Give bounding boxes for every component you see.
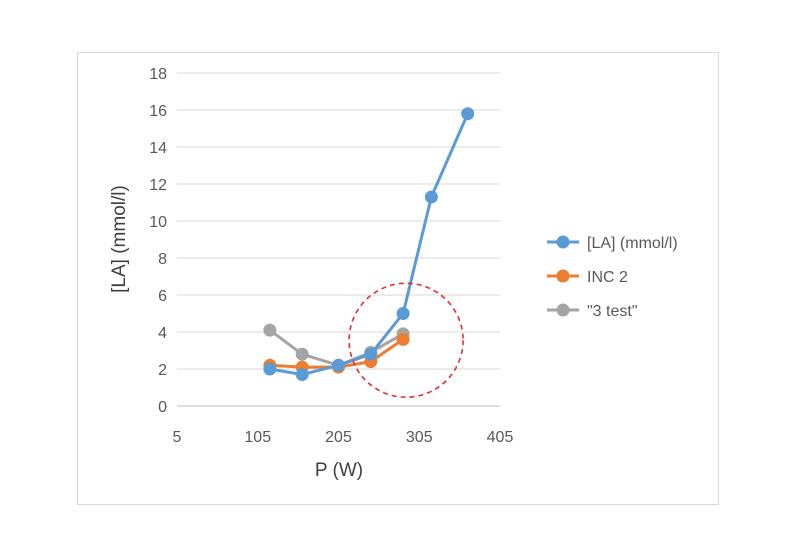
x-tick-label: 405 — [487, 429, 514, 446]
y-axis-label: [LA] (mmol/l) — [109, 185, 130, 293]
legend-marker — [556, 269, 570, 283]
x-tick-label: 5 — [173, 429, 182, 446]
x-axis-label: P (W) — [315, 460, 363, 481]
chart-frame — [77, 52, 719, 505]
y-tick-label: 2 — [158, 362, 167, 379]
x-tick-label: 205 — [325, 429, 352, 446]
data-point-0 — [396, 307, 410, 320]
series-layer — [263, 107, 475, 382]
y-tick-label: 14 — [149, 140, 167, 157]
data-point-0 — [332, 358, 345, 372]
legend-marker — [556, 235, 570, 249]
y-tick-label: 10 — [149, 214, 167, 231]
data-point-0 — [364, 347, 378, 361]
data-point-2 — [263, 323, 277, 337]
legend-marker — [556, 303, 570, 317]
data-point-1 — [396, 332, 410, 346]
data-point-2 — [295, 347, 309, 361]
legend: [LA] (mmol/l) INC 2 "3 test" — [547, 235, 678, 320]
data-point-0 — [461, 107, 475, 121]
annotation-layer — [348, 282, 464, 399]
y-tick-label: 8 — [158, 251, 167, 268]
y-tick-labels: 0 2 4 6 8 10 12 14 16 18 — [149, 66, 167, 416]
x-tick-label: 105 — [244, 429, 271, 446]
legend-label: [LA] (mmol/l) — [587, 235, 678, 252]
y-tick-label: 4 — [158, 325, 167, 342]
y-tick-label: 6 — [158, 288, 167, 305]
annotation-circle — [348, 282, 464, 399]
y-tick-label: 0 — [158, 399, 167, 416]
legend-label: INC 2 — [587, 269, 628, 286]
data-point-0 — [295, 368, 309, 382]
x-tick-label: 305 — [406, 429, 433, 446]
y-tick-label: 16 — [149, 103, 167, 120]
legend-label: "3 test" — [587, 303, 638, 320]
data-point-0 — [424, 190, 438, 204]
grid-lines — [177, 72, 500, 407]
y-tick-label: 18 — [149, 66, 167, 83]
x-tick-labels: 5 105 205 305 405 — [173, 429, 514, 446]
y-tick-label: 12 — [149, 177, 167, 194]
data-point-0 — [263, 362, 277, 376]
